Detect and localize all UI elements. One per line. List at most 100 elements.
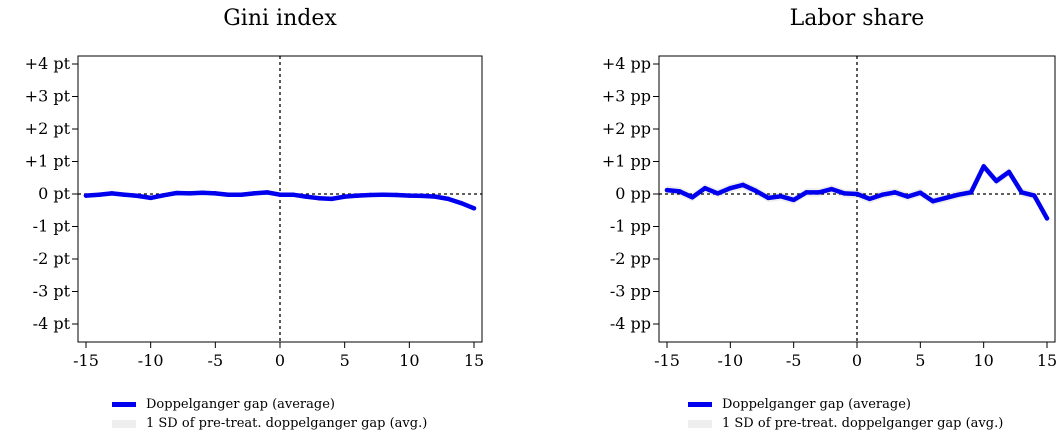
data-point xyxy=(677,189,682,194)
x-tick-label: 5 xyxy=(915,351,925,370)
legend-label: Doppelganger gap (average) xyxy=(146,397,335,412)
data-point xyxy=(109,191,115,196)
data-point xyxy=(702,185,708,191)
data-point xyxy=(83,193,89,198)
data-point xyxy=(148,195,153,201)
data-point xyxy=(303,194,309,199)
data-point xyxy=(690,195,695,200)
chart-title: Gini index xyxy=(223,6,337,31)
data-point xyxy=(994,178,999,184)
data-point xyxy=(918,190,923,195)
data-point xyxy=(342,194,347,199)
x-tick-label: -5 xyxy=(208,351,224,370)
y-tick-label: -2 pt xyxy=(33,249,71,268)
legend-band-swatch xyxy=(688,419,712,428)
y-tick-label: -1 pt xyxy=(33,217,71,236)
y-tick-label: 0 pp xyxy=(615,184,651,203)
data-point xyxy=(842,191,847,196)
data-point xyxy=(200,190,205,195)
legend-line-swatch xyxy=(688,402,712,407)
x-tick-label: 0 xyxy=(852,351,862,370)
data-point xyxy=(930,198,936,204)
y-tick-label: -1 pp xyxy=(610,217,651,236)
y-tick-label: +4 pt xyxy=(25,54,71,73)
data-point xyxy=(471,206,477,211)
data-point xyxy=(766,195,771,201)
y-tick-label: +2 pp xyxy=(602,119,651,138)
data-point xyxy=(135,193,140,199)
legend-line-swatch xyxy=(112,402,136,407)
data-point xyxy=(96,192,102,197)
y-tick-label: -2 pp xyxy=(610,249,651,268)
y-tick-label: -3 pp xyxy=(610,282,651,301)
data-point xyxy=(226,192,231,197)
y-tick-label: 0 pt xyxy=(38,184,71,203)
data-point xyxy=(778,194,784,199)
data-point xyxy=(829,186,834,192)
data-point xyxy=(394,192,399,198)
gini-panel: Gini index +4 pt +3 pt +2 pt +1 pt 0 pt -1 pt… xyxy=(0,0,500,444)
y-tick-label: -4 pt xyxy=(33,314,71,333)
y-tick-label: +1 pp xyxy=(602,152,651,171)
y-tick-label: +3 pp xyxy=(602,87,651,106)
x-tick-label: 15 xyxy=(464,351,484,370)
data-point xyxy=(122,192,128,197)
legend-label: 1 SD of pre-treat. doppelganger gap (avg… xyxy=(722,416,1004,431)
data-point xyxy=(290,192,296,197)
x-tick-label: 10 xyxy=(399,351,419,370)
data-point xyxy=(161,193,166,198)
x-tick-label: -15 xyxy=(73,351,99,370)
data-point xyxy=(740,182,746,188)
data-point xyxy=(753,188,758,193)
data-point xyxy=(956,192,961,197)
y-tick-label: +2 pt xyxy=(25,119,71,138)
data-point xyxy=(239,192,244,197)
data-point xyxy=(445,196,451,202)
data-point xyxy=(187,191,192,196)
data-point xyxy=(943,195,948,201)
data-point xyxy=(981,164,986,169)
x-tick-label: 15 xyxy=(1037,351,1057,370)
data-point xyxy=(905,194,910,199)
y-tick-label: +4 pp xyxy=(602,54,651,73)
data-point xyxy=(664,187,670,193)
data-point xyxy=(174,190,179,196)
data-point xyxy=(433,194,438,199)
data-point xyxy=(458,200,464,206)
legend-item-gap: Doppelganger gap (average) xyxy=(112,395,427,414)
gini-chart: +4 pt +3 pt +2 pt +1 pt 0 pt -1 pt -2 pt -3 pt -… xyxy=(25,54,485,370)
data-point xyxy=(728,185,733,191)
x-tick-label: 5 xyxy=(340,351,350,370)
data-point xyxy=(854,191,860,197)
data-point xyxy=(381,192,386,197)
x-tick-label: 10 xyxy=(973,351,993,370)
y-tick-label: +3 pt xyxy=(25,87,71,106)
legend-band-swatch xyxy=(112,419,136,428)
chart-title: Labor share xyxy=(789,6,925,31)
labor-share-panel: Labor share +4 pp +3 pp +2 pp +1 pp 0 pp -1 p… xyxy=(560,0,1057,444)
data-point xyxy=(368,192,373,198)
data-point xyxy=(816,190,822,195)
legend: Doppelganger gap (average) 1 SD of pre-t… xyxy=(112,395,427,433)
data-point xyxy=(880,192,885,197)
legend-label: Doppelganger gap (average) xyxy=(722,397,911,412)
legend: Doppelganger gap (average) 1 SD of pre-t… xyxy=(688,395,1003,433)
data-point xyxy=(264,190,270,195)
data-point xyxy=(277,192,283,197)
data-point xyxy=(407,193,412,198)
y-tick-label: -3 pt xyxy=(33,282,71,301)
data-point xyxy=(715,191,720,196)
data-point xyxy=(1019,190,1024,195)
data-point xyxy=(213,191,218,196)
y-tick-label: -4 pp xyxy=(610,314,651,333)
data-point xyxy=(804,190,809,195)
data-point xyxy=(1044,216,1050,221)
data-point xyxy=(316,196,321,201)
data-point xyxy=(355,193,360,198)
data-point xyxy=(968,190,974,195)
x-tick-label: 0 xyxy=(275,351,285,370)
x-tick-label: -15 xyxy=(654,351,680,370)
legend-label: 1 SD of pre-treat. doppelganger gap (avg… xyxy=(146,416,428,431)
data-point xyxy=(420,193,425,199)
x-tick-label: -10 xyxy=(717,351,743,370)
